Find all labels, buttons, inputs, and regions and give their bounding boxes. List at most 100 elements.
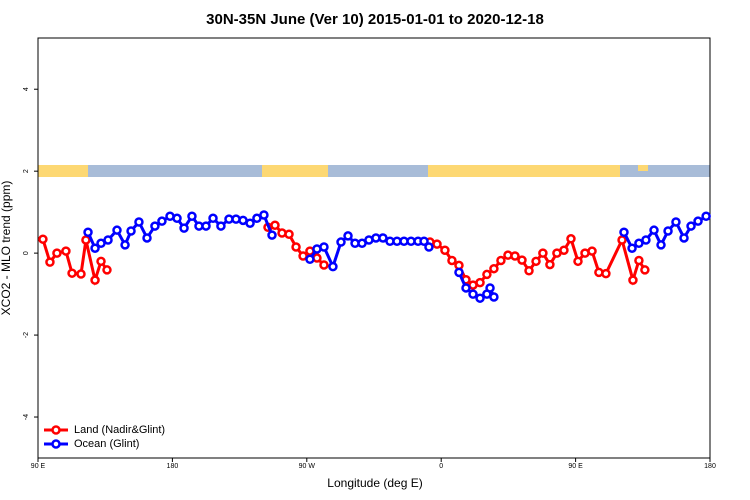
point	[475, 277, 485, 288]
point	[45, 257, 55, 267]
y-axis-label: XCO2 - MLO trend (ppm)	[0, 181, 13, 316]
point	[628, 275, 638, 285]
point	[671, 217, 681, 227]
point	[343, 231, 353, 241]
point	[701, 211, 711, 221]
legend-label: Ocean (Glint)	[74, 438, 139, 450]
x-tick-label: 180	[704, 463, 716, 470]
point	[573, 256, 583, 267]
point	[686, 221, 696, 231]
chart-title: 30N-35N June (Ver 10) 2015-01-01 to 2020…	[206, 11, 544, 28]
point	[559, 245, 569, 256]
x-tick-label: 90 W	[299, 463, 316, 470]
point	[52, 248, 62, 258]
legend-label: Land (Nadir&Glint)	[74, 424, 165, 436]
point	[102, 265, 112, 275]
point	[284, 229, 294, 240]
x-tick-label: 90 E	[31, 463, 46, 470]
point	[663, 226, 673, 236]
land-strip	[638, 165, 648, 171]
point	[67, 268, 77, 278]
land-strip	[428, 165, 620, 177]
y-tick-label: 0	[23, 251, 30, 255]
point	[112, 225, 122, 235]
point	[524, 265, 534, 276]
point	[103, 235, 113, 245]
y-tick-label: 2	[23, 169, 30, 173]
point	[454, 267, 464, 278]
point	[461, 283, 471, 293]
point	[693, 216, 703, 226]
point	[157, 216, 167, 226]
x-axis-label: Longitude (deg E)	[327, 476, 422, 490]
point	[475, 293, 485, 303]
point	[649, 225, 659, 235]
point	[485, 283, 495, 293]
point	[259, 210, 269, 220]
point	[656, 240, 666, 250]
point	[305, 254, 315, 265]
point	[96, 256, 106, 267]
point	[90, 243, 100, 253]
point	[319, 242, 329, 252]
point	[634, 238, 644, 249]
point	[328, 261, 338, 272]
point	[531, 256, 541, 267]
point	[510, 251, 520, 261]
point	[679, 233, 689, 243]
legend-marker	[51, 425, 61, 435]
point	[201, 221, 211, 231]
point	[634, 255, 644, 266]
point	[432, 239, 442, 249]
point	[419, 236, 429, 246]
point	[447, 255, 457, 266]
y-tick-label: -4	[23, 414, 30, 420]
point	[424, 242, 434, 252]
point	[601, 268, 611, 279]
point	[187, 211, 197, 221]
point	[538, 248, 548, 258]
point	[150, 221, 160, 231]
point	[319, 260, 329, 270]
x-tick-label: 90 E	[568, 463, 583, 470]
point	[619, 227, 629, 237]
point	[517, 255, 527, 265]
x-tick-label: 0	[439, 463, 443, 470]
point	[587, 246, 597, 256]
point	[216, 221, 226, 231]
x-tick-label: 180	[167, 463, 179, 470]
point	[627, 243, 637, 253]
point	[90, 275, 100, 285]
point	[482, 269, 492, 280]
point	[134, 217, 144, 227]
point	[179, 223, 189, 233]
point	[38, 234, 48, 244]
legend-marker	[51, 439, 61, 449]
point	[83, 227, 93, 237]
point	[489, 263, 499, 274]
point	[267, 230, 277, 240]
point	[126, 226, 136, 236]
point	[336, 237, 346, 247]
point	[489, 292, 499, 302]
point	[566, 234, 576, 244]
point	[378, 233, 388, 243]
point	[640, 265, 650, 275]
point	[496, 255, 506, 266]
point	[440, 245, 450, 256]
point	[617, 235, 627, 245]
point	[61, 246, 71, 256]
point	[291, 242, 301, 252]
series	[38, 220, 650, 290]
land-strip	[38, 165, 88, 177]
land-ocean-strip	[38, 165, 710, 177]
point	[641, 235, 651, 245]
point	[252, 213, 262, 224]
land-strip	[262, 165, 328, 177]
point	[172, 213, 182, 224]
point	[96, 238, 106, 249]
point	[81, 235, 91, 245]
series	[83, 210, 711, 303]
y-tick-label: 4	[23, 87, 30, 91]
